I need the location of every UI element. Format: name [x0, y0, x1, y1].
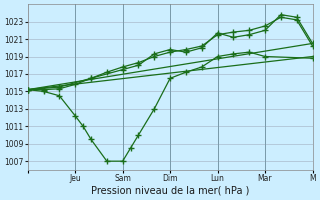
X-axis label: Pression niveau de la mer( hPa ): Pression niveau de la mer( hPa ) [91, 186, 249, 196]
